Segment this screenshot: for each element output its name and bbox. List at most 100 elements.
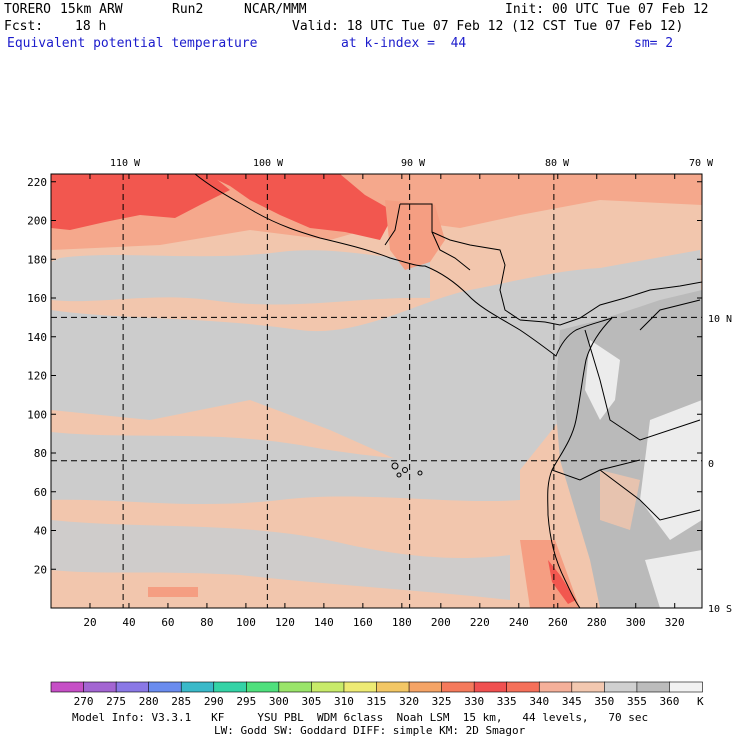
x-tick-label: 240	[509, 616, 529, 629]
mexico-guatemala-border	[384, 203, 401, 246]
graticule	[51, 174, 702, 608]
venezuela-border	[639, 299, 701, 331]
colorbar-swatch	[636, 681, 671, 693]
colorbar-swatch	[571, 681, 606, 693]
y-tick-label: 140	[27, 331, 47, 344]
colorbar-label: 270	[74, 695, 94, 708]
field-name: Equivalent potential temperature	[7, 36, 258, 51]
field-hot-west	[51, 174, 230, 230]
pacific-coast-south	[547, 317, 613, 608]
colorbar-label: 330	[464, 695, 484, 708]
model-info-line: Model Info: V3.3.1 KF YSU PBL WDM 6class…	[72, 711, 649, 724]
galapagos-island	[402, 467, 408, 473]
colorbar-swatch	[604, 681, 638, 693]
x-tick-label: 220	[470, 616, 490, 629]
south-america-north-coast	[519, 281, 702, 326]
colorbar-swatch	[278, 681, 313, 693]
y-tick-label: 160	[27, 292, 47, 305]
colorbar-label: 310	[334, 695, 354, 708]
colorbar-label: 320	[399, 695, 419, 708]
colorbar-swatch	[311, 681, 345, 693]
colorbar-label: 315	[367, 695, 387, 708]
lon-label: 90 W	[401, 158, 426, 169]
level-info: at k-index = 44	[341, 36, 467, 51]
field-cold-spot-3	[645, 550, 702, 608]
x-tick-label: 160	[353, 616, 373, 629]
colorbar-label: 290	[204, 695, 224, 708]
model-name: TORERO	[4, 2, 51, 17]
init-time: Init: 00 UTC Tue 07 Feb 12	[505, 2, 709, 17]
x-tick-label: 300	[626, 616, 646, 629]
lon-label: 70 W	[689, 158, 714, 169]
field-mild-andes	[600, 470, 640, 530]
colorbar-label: 285	[171, 695, 191, 708]
galapagos-island	[396, 472, 402, 478]
colorbar-label: 280	[139, 695, 159, 708]
colorbar-swatch	[246, 681, 280, 693]
colorbar-swatch	[538, 681, 573, 693]
x-tick-label: 80	[200, 616, 213, 629]
plot-frame	[50, 173, 703, 609]
colorbar-label: 305	[301, 695, 321, 708]
colorbar-label: 345	[562, 695, 582, 708]
lat-label: 0	[708, 459, 714, 470]
honduras-border	[431, 231, 471, 271]
colorbar-swatch	[376, 681, 410, 693]
colorbar-unit: K	[697, 695, 704, 708]
fcst-label: Fcst:	[4, 19, 44, 34]
axis-ticks: 20 40 60 80 100 120 140 160 180 200 220 240 260 280 30…	[27, 174, 702, 629]
physics-info-line: LW: Godd SW: Goddard DIFF: simple KM: 2D…	[214, 724, 526, 737]
x-tick-label: 40	[122, 616, 135, 629]
colorbar-label: 295	[236, 695, 256, 708]
colorbar-label: 300	[269, 695, 289, 708]
colorbar-swatch	[115, 681, 150, 693]
colorbar-swatch	[506, 681, 541, 693]
colorbar-label: 325	[432, 695, 452, 708]
colorbar-label: 360	[660, 695, 680, 708]
x-tick-label: 260	[548, 616, 568, 629]
ecuador-border	[551, 459, 641, 481]
y-tick-label: 60	[34, 486, 47, 499]
colorbar-swatch	[669, 681, 703, 693]
x-tick-label: 200	[431, 616, 451, 629]
colorbar-swatch	[441, 681, 475, 693]
y-tick-label: 40	[34, 525, 47, 538]
lat-label: 10 S	[708, 604, 732, 615]
x-tick-label: 320	[665, 616, 685, 629]
peru-border	[599, 469, 701, 521]
coastlines	[194, 174, 702, 608]
colorbar-swatch	[343, 681, 378, 693]
lon-label: 80 W	[545, 158, 570, 169]
y-tick-label: 120	[27, 370, 47, 383]
x-tick-label: 280	[587, 616, 607, 629]
x-tick-label: 120	[275, 616, 295, 629]
x-tick-label: 140	[314, 616, 334, 629]
colorbar-label: 350	[594, 695, 614, 708]
org-label: NCAR/MMM	[244, 2, 307, 17]
colorbar: 270 275 280 285 290 295 300 305 310 315 320 325 330 3…	[50, 681, 703, 708]
colorbar-swatch	[83, 681, 117, 693]
y-tick-label: 220	[27, 176, 47, 189]
colorbar-label: 340	[529, 695, 549, 708]
run-label: Run2	[172, 2, 204, 17]
field-warm-spot-south	[148, 587, 198, 597]
y-tick-label: 80	[34, 447, 47, 460]
lat-label: 10 N	[708, 314, 732, 325]
x-tick-label: 60	[161, 616, 174, 629]
valid-time: Valid: 18 UTC Tue 07 Feb 12 (12 CST Tue …	[292, 19, 684, 34]
y-tick-label: 180	[27, 253, 47, 266]
colorbar-label: 335	[497, 695, 517, 708]
lat-labels: 10 N 0 10 S	[708, 314, 732, 615]
lon-label: 100 W	[253, 158, 284, 169]
colorbar-swatch	[148, 681, 182, 693]
field-cool-band-3	[51, 432, 520, 505]
colorbar-swatch	[408, 681, 443, 693]
x-tick-label: 180	[392, 616, 412, 629]
caribbean-coast	[400, 203, 521, 321]
temperature-field	[51, 174, 702, 608]
colorbar-label: 355	[627, 695, 647, 708]
field-hot-mexico	[205, 174, 395, 240]
lon-labels: 110 W 100 W 90 W 80 W 70 W	[110, 158, 714, 169]
pacific-coast-north	[194, 174, 613, 357]
field-hot-peru-coast	[548, 560, 576, 604]
